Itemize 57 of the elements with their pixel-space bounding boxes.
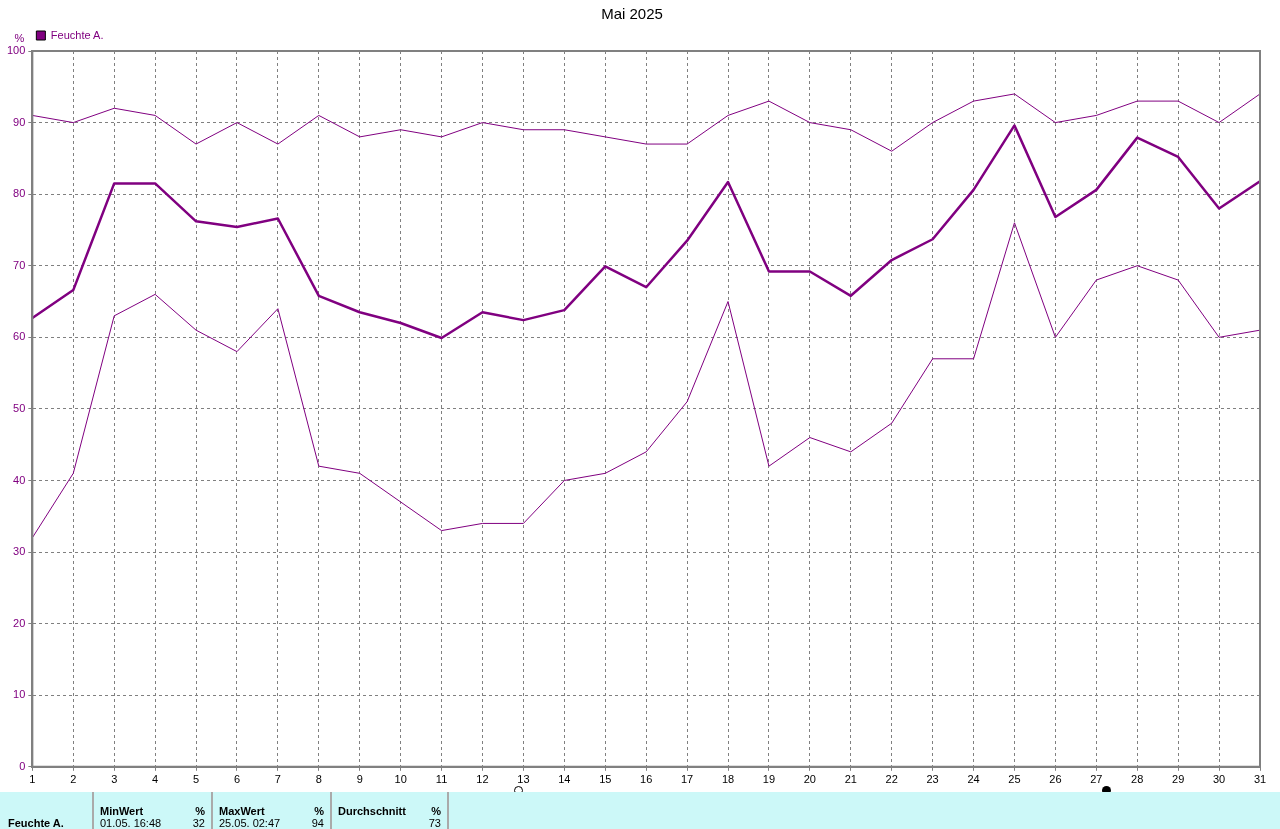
x-tick-label: 21 bbox=[844, 773, 857, 786]
text: Durchschnitt bbox=[338, 805, 406, 817]
x-tick-label: 27 bbox=[1090, 773, 1103, 786]
y-tick-label: 60 bbox=[13, 330, 26, 343]
x-tick-label: 30 bbox=[1212, 773, 1226, 786]
text: % bbox=[195, 805, 205, 817]
x-tick-label: 24 bbox=[967, 773, 980, 786]
x-tick-label: 18 bbox=[721, 773, 735, 786]
x-tick-label: 8 bbox=[315, 773, 322, 786]
x-tick-label: 19 bbox=[762, 773, 776, 786]
text: 01.05. 16:48 bbox=[100, 817, 162, 829]
y-tick-label: 20 bbox=[13, 616, 26, 629]
y-tick-label: 80 bbox=[13, 187, 26, 200]
x-tick-label: 22 bbox=[885, 773, 898, 786]
x-tick-label: 9 bbox=[356, 773, 363, 786]
y-axis-title: % bbox=[14, 32, 25, 45]
x-tick-label: 13 bbox=[517, 773, 530, 786]
text: 73 bbox=[428, 817, 441, 829]
x-tick-label: 29 bbox=[1172, 773, 1185, 786]
y-tick-label: 100 bbox=[6, 44, 26, 57]
x-tick-label: 1 bbox=[29, 773, 36, 786]
x-tick-label: 2 bbox=[70, 773, 77, 786]
y-tick-label: 30 bbox=[13, 545, 26, 558]
x-tick-label: 7 bbox=[274, 773, 281, 786]
text: 25.05. 02:47 bbox=[219, 817, 281, 829]
x-tick-label: 31 bbox=[1253, 773, 1267, 786]
y-tick-label: 10 bbox=[13, 688, 26, 701]
x-tick-label: 28 bbox=[1131, 773, 1144, 786]
text: 94 bbox=[311, 817, 324, 829]
x-tick-label: 17 bbox=[680, 773, 694, 786]
x-tick-label: 25 bbox=[1008, 773, 1021, 786]
text: MaxWert bbox=[219, 805, 265, 817]
text: MinWert bbox=[100, 805, 144, 817]
y-tick-label: 40 bbox=[13, 473, 26, 486]
text: % bbox=[314, 805, 324, 817]
x-tick-label: 12 bbox=[476, 773, 489, 786]
text: Feuchte A. bbox=[7, 816, 65, 829]
x-tick-label: 15 bbox=[599, 773, 612, 786]
chart-title: Mai 2025 bbox=[601, 5, 663, 23]
x-tick-label: 14 bbox=[558, 773, 571, 786]
x-tick-label: 6 bbox=[233, 773, 241, 786]
text: % bbox=[431, 805, 441, 817]
x-tick-label: 16 bbox=[640, 773, 653, 786]
y-tick-label: 70 bbox=[13, 258, 26, 271]
x-tick-label: 20 bbox=[803, 773, 816, 786]
y-tick-label: 0 bbox=[19, 759, 26, 772]
x-tick-label: 4 bbox=[152, 773, 159, 786]
x-tick-label: 26 bbox=[1049, 773, 1062, 786]
x-tick-label: 11 bbox=[435, 773, 448, 786]
legend-label: Feuchte A. bbox=[50, 28, 104, 41]
y-tick-label: 50 bbox=[13, 401, 26, 414]
y-tick-label: 90 bbox=[13, 115, 26, 128]
x-tick-label: 5 bbox=[192, 773, 200, 786]
x-tick-label: 23 bbox=[926, 773, 939, 786]
x-tick-label: 3 bbox=[111, 773, 118, 786]
x-tick-label: 10 bbox=[394, 773, 407, 786]
text: 32 bbox=[192, 817, 205, 829]
